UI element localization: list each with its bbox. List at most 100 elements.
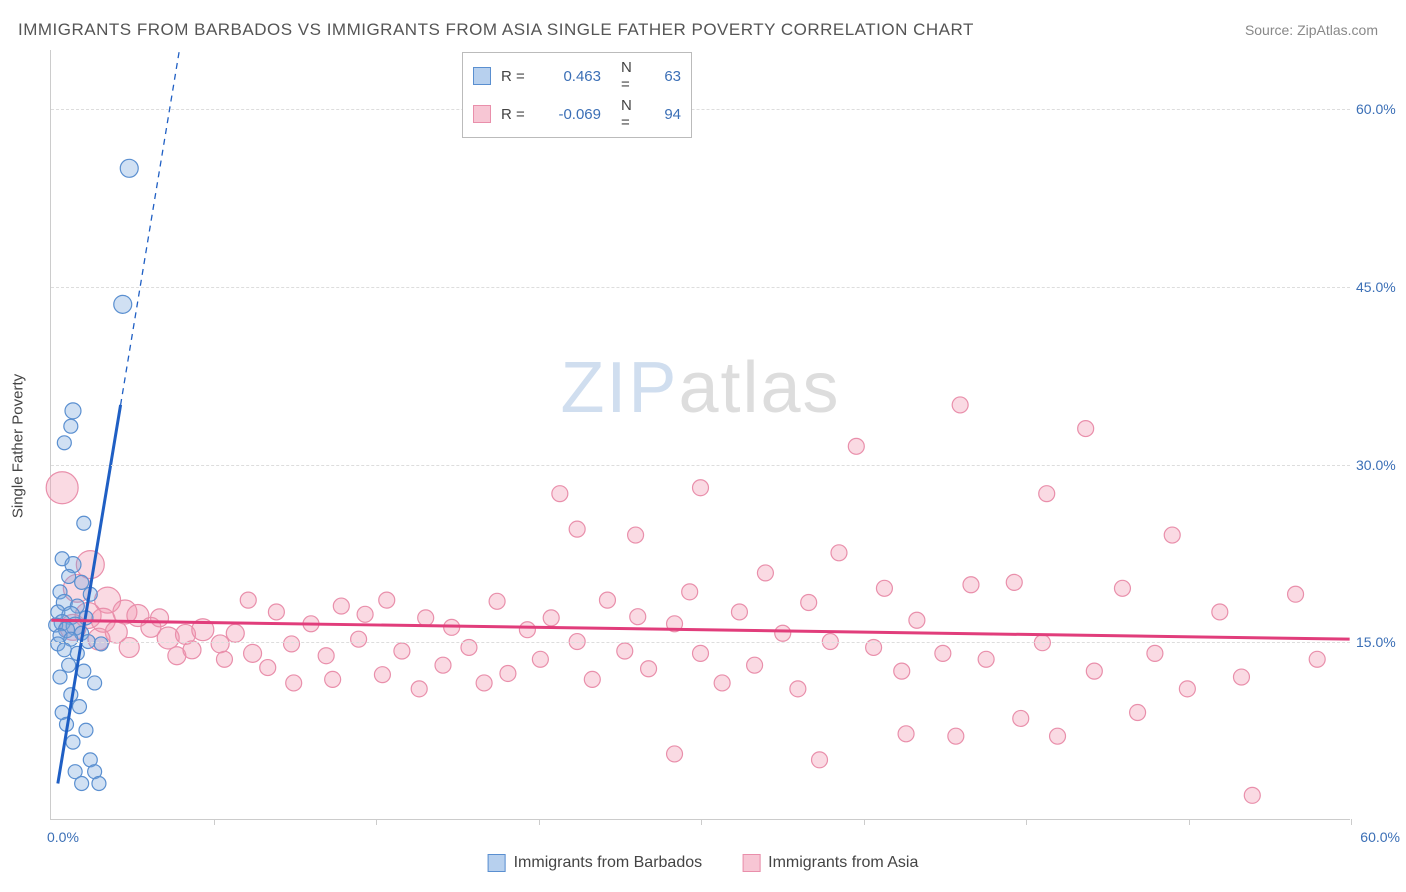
legend-row-asia: R = -0.069 N = 94 — [473, 95, 681, 133]
data-point-asia — [775, 625, 791, 641]
plot-area: ZIPatlas 15.0%30.0%45.0%60.0%0.0%60.0% — [50, 50, 1350, 820]
x-tick — [1189, 819, 1190, 825]
data-point-asia — [552, 486, 568, 502]
data-point-asia — [812, 752, 828, 768]
chart-title: IMMIGRANTS FROM BARBADOS VS IMMIGRANTS F… — [18, 20, 974, 40]
data-point-asia — [105, 621, 127, 643]
gridline — [51, 109, 1350, 110]
data-point-asia — [584, 671, 600, 687]
data-point-asia — [909, 612, 925, 628]
swatch-barbados — [488, 854, 506, 872]
gridline — [51, 465, 1350, 466]
data-point-barbados — [79, 723, 93, 737]
data-point-asia — [500, 665, 516, 681]
data-point-asia — [1244, 787, 1260, 803]
data-point-asia — [543, 610, 559, 626]
data-point-barbados — [57, 436, 71, 450]
r-label: R = — [501, 106, 531, 123]
x-tick — [539, 819, 540, 825]
data-point-asia — [599, 592, 615, 608]
data-point-asia — [76, 551, 104, 579]
data-point-asia — [91, 608, 115, 632]
data-point-asia — [848, 438, 864, 454]
data-point-asia — [168, 647, 186, 665]
data-point-asia — [226, 624, 244, 642]
data-point-barbados — [53, 629, 67, 643]
series-label-asia: Immigrants from Asia — [768, 854, 918, 872]
data-point-asia — [476, 675, 492, 691]
gridline — [51, 642, 1350, 643]
series-legend: Immigrants from Barbados Immigrants from… — [488, 854, 919, 872]
data-point-asia — [268, 604, 284, 620]
data-point-asia — [63, 574, 91, 602]
data-point-asia — [894, 663, 910, 679]
data-point-asia — [357, 606, 373, 622]
data-point-asia — [1078, 421, 1094, 437]
gridline — [51, 287, 1350, 288]
data-point-asia — [693, 645, 709, 661]
data-point-barbados — [51, 605, 65, 619]
data-point-asia — [411, 681, 427, 697]
data-point-asia — [127, 605, 149, 627]
data-point-asia — [978, 651, 994, 667]
data-point-barbados — [66, 617, 84, 635]
data-point-barbados — [56, 595, 72, 611]
data-point-asia — [119, 637, 139, 657]
data-point-asia — [284, 636, 300, 652]
data-point-asia — [1179, 681, 1195, 697]
data-point-asia — [1130, 705, 1146, 721]
data-point-asia — [216, 651, 232, 667]
watermark-brand-2: atlas — [678, 348, 840, 428]
series-label-barbados: Immigrants from Barbados — [514, 854, 703, 872]
watermark-brand-1: ZIP — [560, 348, 678, 428]
swatch-asia — [742, 854, 760, 872]
data-point-asia — [935, 645, 951, 661]
data-point-barbados — [54, 615, 70, 631]
correlation-legend: R = 0.463 N = 63 R = -0.069 N = 94 — [462, 52, 692, 138]
data-point-barbados — [62, 658, 76, 672]
data-point-asia — [141, 617, 161, 637]
data-point-asia — [532, 651, 548, 667]
r-value-barbados: 0.463 — [541, 68, 601, 85]
data-point-asia — [1013, 710, 1029, 726]
data-point-barbados — [55, 706, 69, 720]
data-point-asia — [757, 565, 773, 581]
y-tick-label: 60.0% — [1350, 101, 1400, 117]
data-point-barbados — [51, 637, 65, 651]
data-point-barbados — [53, 670, 67, 684]
data-point-asia — [1086, 663, 1102, 679]
data-point-barbados — [79, 611, 93, 625]
legend-row-barbados: R = 0.463 N = 63 — [473, 57, 681, 95]
data-point-barbados — [65, 403, 81, 419]
data-point-asia — [714, 675, 730, 691]
data-point-barbados — [62, 569, 76, 583]
data-point-barbados — [88, 676, 102, 690]
watermark: ZIPatlas — [560, 347, 840, 429]
data-point-asia — [325, 671, 341, 687]
data-point-asia — [435, 657, 451, 673]
data-point-asia — [394, 643, 410, 659]
data-point-asia — [693, 480, 709, 496]
data-point-asia — [898, 726, 914, 742]
n-value-barbados: 63 — [651, 68, 681, 85]
x-max-label: 60.0% — [1360, 829, 1400, 845]
data-point-asia — [1164, 527, 1180, 543]
x-tick — [701, 819, 702, 825]
legend-item-barbados: Immigrants from Barbados — [488, 854, 703, 872]
data-point-asia — [303, 616, 319, 632]
data-point-barbados — [55, 552, 69, 566]
r-label: R = — [501, 68, 531, 85]
data-point-asia — [192, 619, 214, 641]
data-point-barbados — [72, 700, 86, 714]
data-point-barbados — [65, 557, 81, 573]
data-point-barbados — [88, 765, 102, 779]
data-point-asia — [952, 397, 968, 413]
y-axis-label: Single Father Poverty — [10, 374, 27, 518]
swatch-barbados — [473, 67, 491, 85]
source-label: Source: — [1245, 22, 1293, 38]
data-point-asia — [1050, 728, 1066, 744]
legend-item-asia: Immigrants from Asia — [742, 854, 918, 872]
data-point-asia — [963, 577, 979, 593]
data-point-barbados — [114, 295, 132, 313]
data-point-barbados — [75, 575, 89, 589]
